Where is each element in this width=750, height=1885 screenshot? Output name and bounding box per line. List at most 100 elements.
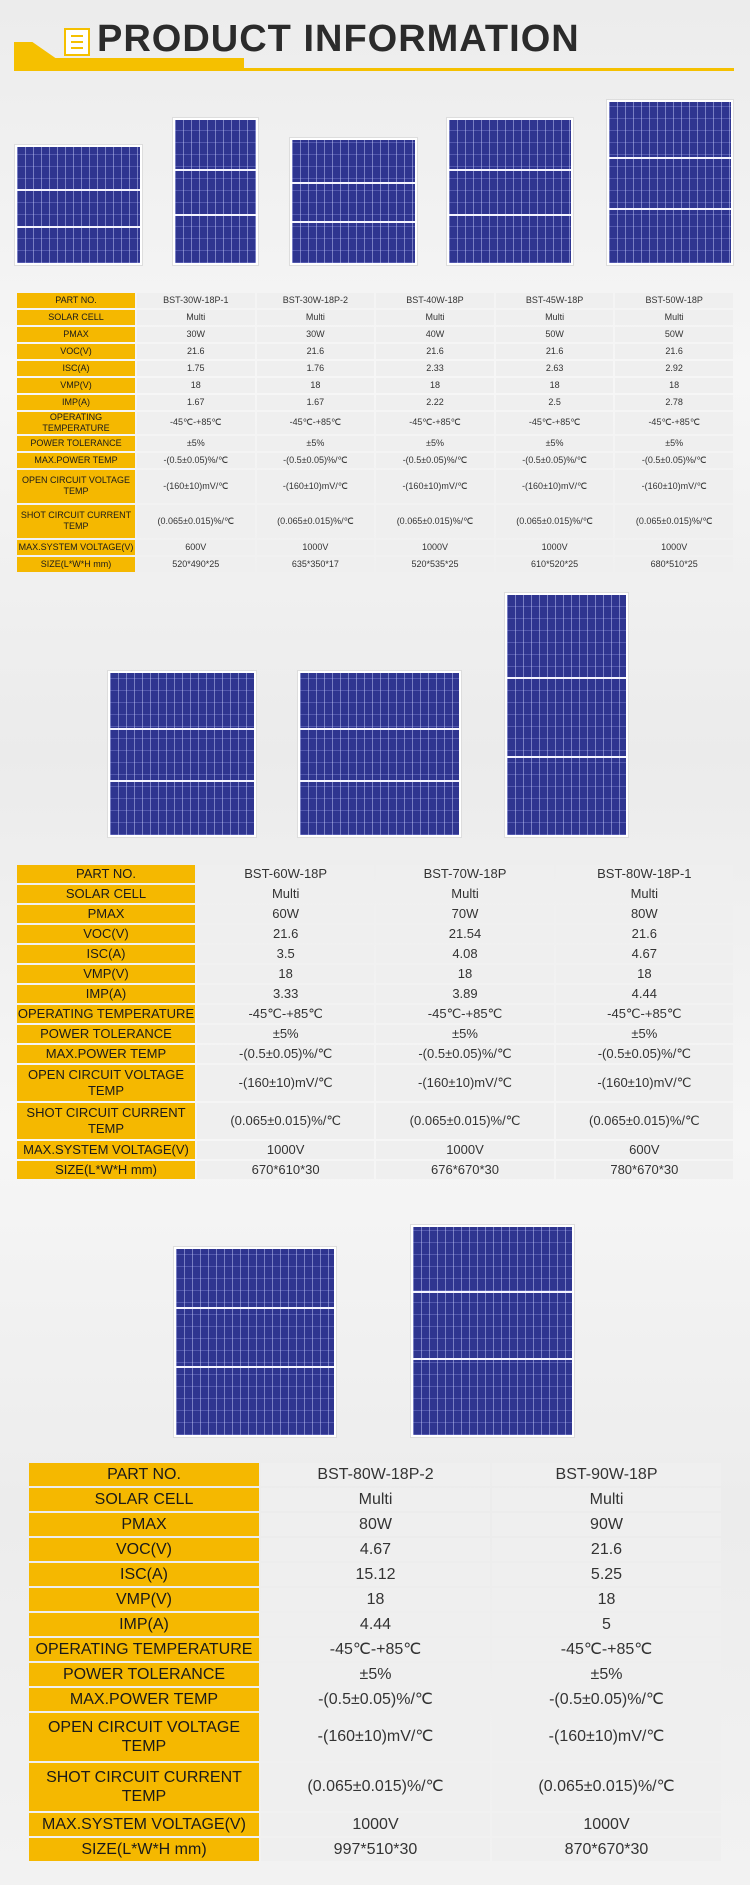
spec-value: -(0.5±0.05)%/℃ <box>495 452 614 468</box>
spec-value: 70W <box>376 905 554 923</box>
spec-value: 50W <box>495 327 614 342</box>
spec-row-solar-cell: SOLAR CELL Multi Multi Multi Multi Multi <box>17 310 733 325</box>
spec-row-max-sys-voltage: MAX.SYSTEM VOLTAGE(V) 1000V 1000V 600V <box>17 1141 733 1159</box>
spec-value: 60W <box>197 905 375 923</box>
spec-row-imp: IMP(A) 4.44 5 <box>29 1613 721 1636</box>
spec-row-pmax: PMAX 80W 90W <box>29 1513 721 1536</box>
spec-row-part-no: PART NO. BST-80W-18P-2 BST-90W-18P <box>29 1463 721 1486</box>
spec-row-isc: ISC(A) 3.5 4.08 4.67 <box>17 945 733 963</box>
spec-value: 676*670*30 <box>376 1161 554 1179</box>
row-label: SHOT CIRCUIT CURRENT TEMP <box>29 1763 259 1811</box>
solar-panel-image <box>505 593 628 837</box>
row-label: SIZE(L*W*H mm) <box>17 556 135 572</box>
spec-row-voc: VOC(V) 21.6 21.6 21.6 21.6 21.6 <box>17 344 733 359</box>
spec-value: 870*670*30 <box>492 1838 721 1861</box>
spec-value: 50W <box>615 327 733 342</box>
spec-value: 18 <box>615 378 733 393</box>
solar-panel-image <box>411 1225 574 1437</box>
spec-value: -(0.5±0.05)%/℃ <box>376 452 494 468</box>
spec-value: Multi <box>376 310 494 325</box>
spec-value: BST-70W-18P <box>376 865 554 883</box>
spec-value: 600V <box>137 539 255 555</box>
row-label: MAX.POWER TEMP <box>29 1688 259 1711</box>
spec-row-isc: ISC(A) 1.75 1.76 2.33 2.63 2.92 <box>17 361 733 376</box>
spec-value: (0.065±0.015)%/℃ <box>376 504 494 538</box>
spec-value: -(0.5±0.05)%/℃ <box>261 1688 490 1711</box>
spec-row-size: SIZE(L*W*H mm) 520*490*25 635*350*17 520*53… <box>17 556 733 572</box>
spec-value: (0.065±0.015)%/℃ <box>376 1103 554 1139</box>
spec-row-pmax: PMAX 30W 30W 40W 50W 50W <box>17 327 733 342</box>
row-label: SOLAR CELL <box>17 885 195 903</box>
spec-value: 18 <box>256 378 375 393</box>
spec-value: 1.67 <box>256 395 375 410</box>
spec-value: -45℃-+85℃ <box>492 1638 721 1661</box>
spec-value: 18 <box>555 965 733 983</box>
spec-row-vmp: VMP(V) 18 18 18 18 18 <box>17 378 733 393</box>
spec-value: 18 <box>376 378 494 393</box>
spec-value: -(160±10)mV/℃ <box>376 1065 554 1101</box>
spec-value: 5 <box>492 1613 721 1636</box>
spec-value: 610*520*25 <box>495 556 614 572</box>
spec-value: 2.22 <box>376 395 494 410</box>
spec-value: 1.75 <box>137 361 255 376</box>
spec-value: 520*490*25 <box>137 556 255 572</box>
spec-value: 40W <box>376 327 494 342</box>
spec-row-max-power-temp: MAX.POWER TEMP -(0.5±0.05)%/℃ -(0.5±0.05)%… <box>29 1688 721 1711</box>
spec-value: 3.89 <box>376 985 554 1003</box>
row-label: MAX.SYSTEM VOLTAGE(V) <box>17 539 135 555</box>
spec-value: 21.6 <box>256 344 375 359</box>
row-label: OPEN CIRCUIT VOLTAGE TEMP <box>17 469 135 503</box>
spec-value: -(160±10)mV/℃ <box>137 469 255 503</box>
spec-value: -45℃-+85℃ <box>261 1638 490 1661</box>
row-label: IMP(A) <box>17 395 135 410</box>
spec-row-max-power-temp: MAX.POWER TEMP -(0.5±0.05)%/℃ -(0.5±0.05)%… <box>17 452 733 468</box>
row-label: OPEN CIRCUIT VOLTAGE TEMP <box>17 1065 195 1101</box>
spec-value: (0.065±0.015)%/℃ <box>555 1103 733 1139</box>
spec-row-pmax: PMAX 60W 70W 80W <box>17 905 733 923</box>
row-label: PART NO. <box>29 1463 259 1486</box>
solar-panel-image <box>290 138 417 265</box>
spec-value: (0.065±0.015)%/℃ <box>137 504 255 538</box>
spec-value: -(0.5±0.05)%/℃ <box>615 452 733 468</box>
spec-value: BST-60W-18P <box>197 865 375 883</box>
spec-value: 2.92 <box>615 361 733 376</box>
spec-value: -(0.5±0.05)%/℃ <box>137 452 255 468</box>
spec-value: 520*535*25 <box>376 556 494 572</box>
row-label: IMP(A) <box>17 985 195 1003</box>
spec-value: -(0.5±0.05)%/℃ <box>197 1045 375 1063</box>
spec-value: Multi <box>261 1488 490 1511</box>
spec-value: 21.6 <box>555 925 733 943</box>
row-label: SOLAR CELL <box>17 310 135 325</box>
row-label: VOC(V) <box>29 1538 259 1561</box>
spec-value: Multi <box>256 310 375 325</box>
spec-value: 635*350*17 <box>256 556 375 572</box>
spec-value: 18 <box>492 1588 721 1611</box>
spec-row-power-tol: POWER TOLERANCE ±5% ±5% ±5% ±5% ±5% <box>17 435 733 451</box>
spec-value: ±5% <box>197 1025 375 1043</box>
spec-value: 21.6 <box>492 1538 721 1561</box>
spec-value: 80W <box>261 1513 490 1536</box>
spec-value: -(0.5±0.05)%/℃ <box>376 1045 554 1063</box>
spec-value: 21.6 <box>137 344 255 359</box>
row-label: ISC(A) <box>17 361 135 376</box>
spec-value: -45℃-+85℃ <box>615 412 733 434</box>
spec-row-scc-temp: SHOT CIRCUIT CURRENT TEMP (0.065±0.015)%/… <box>17 504 733 538</box>
spec-value: BST-50W-18P <box>615 293 733 308</box>
spec-value: -(160±10)mV/℃ <box>555 1065 733 1101</box>
spec-value: -(160±10)mV/℃ <box>256 469 375 503</box>
spec-value: BST-30W-18P-1 <box>137 293 255 308</box>
solar-panel-image <box>173 118 258 265</box>
spec-value: (0.065±0.015)%/℃ <box>197 1103 375 1139</box>
row-label: VOC(V) <box>17 925 195 943</box>
spec-value: -(160±10)mV/℃ <box>495 469 614 503</box>
spec-value: -45℃-+85℃ <box>197 1005 375 1023</box>
row-label: VMP(V) <box>17 378 135 393</box>
spec-row-op-temp: OPERATING TEMPERATURE -45℃-+85℃ -45℃-+85℃ -… <box>17 1005 733 1023</box>
solar-panel-image <box>298 671 461 837</box>
spec-value: Multi <box>615 310 733 325</box>
spec-row-max-power-temp: MAX.POWER TEMP -(0.5±0.05)%/℃ -(0.5±0.05)%… <box>17 1045 733 1063</box>
row-label: OPEN CIRCUIT VOLTAGE TEMP <box>29 1713 259 1761</box>
spec-value: 18 <box>261 1588 490 1611</box>
row-label: SHOT CIRCUIT CURRENT TEMP <box>17 504 135 538</box>
spec-row-voc: VOC(V) 21.6 21.54 21.6 <box>17 925 733 943</box>
